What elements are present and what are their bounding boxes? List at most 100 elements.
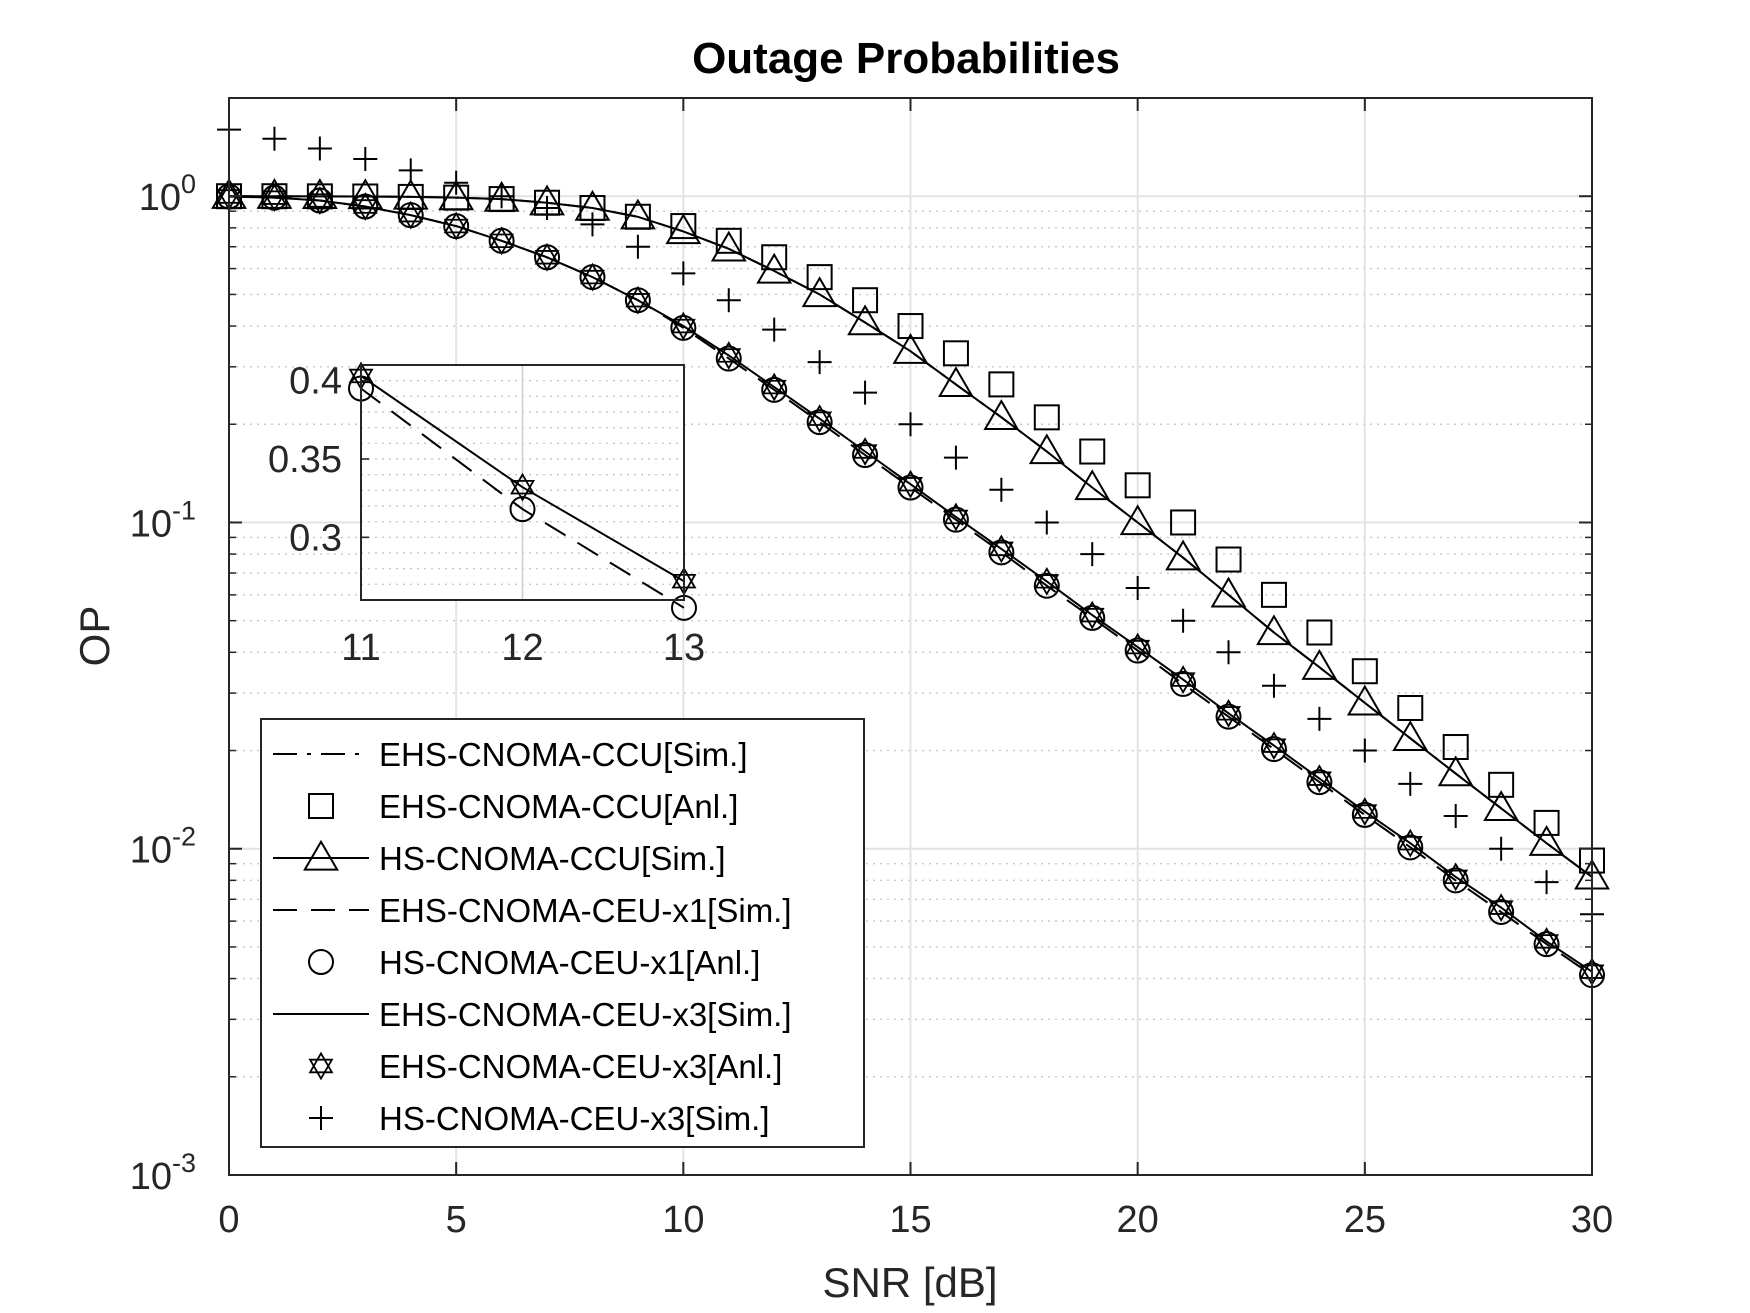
legend: EHS-CNOMA-CCU[Sim.] EHS-CNOMA-CCU[Anl.] HS… (260, 718, 865, 1148)
legend-marker-hexagram-down (308, 1058, 334, 1081)
legend-entry: EHS-CNOMA-CCU[Sim.] (273, 736, 748, 773)
series-point-hexagram (1034, 566, 1060, 596)
series-point-hexagram-up (1170, 665, 1196, 687)
legend-entry: HS-CNOMA-CEU-x3[Sim.] (309, 1100, 770, 1137)
series-point-square (1215, 546, 1242, 573)
y-tick-base: 10 (130, 1156, 172, 1198)
series-point-hexagram-down (1034, 574, 1060, 596)
series-point-hexagram-down (1261, 738, 1287, 761)
series-point-hexagram-up (307, 186, 333, 208)
series-point-triangle (1119, 504, 1156, 536)
y-tick-label: 10-2 (130, 822, 196, 872)
series-point-hexagram (716, 341, 742, 370)
inset-series-2 (348, 361, 697, 596)
series-point-triangle (665, 213, 702, 245)
series-point-hexagram (1125, 632, 1151, 662)
x-axis-ticks: 0 5 10 15 20 25 30 (218, 98, 1613, 1241)
series-point-hexagram-down (534, 250, 560, 272)
series-point-hexagram (261, 183, 287, 213)
series-point-triangle (710, 230, 747, 262)
series-point-circle (715, 345, 742, 372)
series-point-square (897, 313, 924, 340)
series-point-triangle (1392, 720, 1429, 751)
series-point-hexagram-down (1397, 835, 1423, 858)
series-point-hexagram (988, 534, 1014, 564)
legend-label: EHS-CNOMA-CCU[Sim.] (379, 736, 748, 773)
series-point-circle (806, 409, 833, 436)
series-point-plus (1307, 706, 1332, 731)
series-point-circle (852, 441, 879, 468)
series-point-hexagram (489, 226, 515, 256)
inset-plot: 11 12 13 0.4 0.35 0.3 (268, 361, 705, 669)
series-point-plus (1443, 803, 1468, 828)
series-point-hexagram-up (1397, 828, 1423, 851)
series-point-square (715, 227, 742, 254)
series-point-hexagram-up (352, 192, 378, 214)
legend-marker-plus (309, 1106, 333, 1130)
series-point-circle (1397, 834, 1424, 861)
series-point-circle (1533, 931, 1560, 958)
inset-point-hexagram (510, 472, 535, 502)
series-line (229, 195, 1593, 878)
inset-y-tick-label: 0.4 (289, 361, 342, 403)
series-point-hexagram-up (852, 437, 878, 459)
series-point-hexagram (1488, 893, 1514, 923)
series-point-square (1533, 809, 1560, 836)
series-point-triangle (847, 304, 884, 336)
x-tick-label: 30 (1571, 1199, 1613, 1241)
legend-label: HS-CNOMA-CEU-x3[Sim.] (379, 1100, 770, 1137)
series-point-hexagram-up (807, 404, 833, 426)
series-point-hexagram-up (1079, 600, 1105, 623)
series-point-circle (1215, 703, 1242, 730)
legend-entry: HS-CNOMA-CEU-x1[Anl.] (308, 944, 760, 981)
series-point-hexagram (1170, 665, 1196, 694)
series-point-circle (1124, 637, 1151, 664)
series-point-hexagram (852, 437, 878, 466)
series-point-triangle (1437, 755, 1474, 787)
series-point-square (1033, 404, 1060, 431)
series-point-plus (1352, 738, 1377, 763)
series-point-hexagram (1352, 797, 1378, 826)
series-point-hexagram-down (1125, 639, 1151, 662)
y-tick-exponent: 0 (181, 169, 196, 199)
series-point-circle (988, 539, 1015, 566)
series-point-hexagram (307, 186, 333, 215)
series-point-plus (1125, 575, 1150, 600)
inset-curves (348, 361, 697, 621)
series-point-plus (307, 136, 332, 161)
x-tick-label: 0 (218, 1199, 239, 1241)
series-point-circle (1260, 736, 1287, 763)
legend-marker-square (308, 793, 334, 819)
series-point-hexagram (943, 502, 969, 532)
series-point-square (1397, 695, 1424, 722)
inset-x-tick-label: 13 (663, 627, 705, 669)
legend-marker-hexagram (308, 1051, 334, 1081)
series-point-hexagram-down (261, 190, 287, 213)
inset-ticks: 11 12 13 0.4 0.35 0.3 (268, 361, 705, 669)
series-point-hexagram-down (443, 218, 469, 241)
series-point-square (1260, 581, 1287, 608)
series-point-hexagram-up (943, 502, 969, 525)
series-line (228, 195, 1593, 973)
y-tick-exponent: -1 (172, 495, 196, 525)
series-point-hexagram-up (670, 311, 696, 334)
legend-marker-hexagram-up (308, 1051, 334, 1074)
legend-entry: EHS-CNOMA-CEU-x3[Anl.] (308, 1048, 782, 1085)
series-point-hexagram-down (988, 541, 1014, 564)
series-point-hexagram-down (1306, 771, 1332, 794)
series-point-triangle (1256, 614, 1292, 646)
series-point-triangle (438, 179, 475, 211)
series-point-hexagram-down (1534, 934, 1560, 956)
series-point-hexagram (625, 285, 651, 315)
series-point-circle (942, 506, 969, 533)
series-point-hexagram-up (1125, 632, 1151, 655)
series-point-hexagram (1534, 926, 1560, 956)
series-point-hexagram-down (398, 207, 424, 230)
series-point-triangle (1346, 684, 1383, 716)
series-point-hexagram-up (261, 183, 287, 205)
series-6 (228, 195, 1593, 973)
y-tick-label: 10-3 (130, 1148, 196, 1198)
series-point-hexagram-down (716, 348, 742, 370)
series-point-hexagram-down (898, 477, 923, 499)
